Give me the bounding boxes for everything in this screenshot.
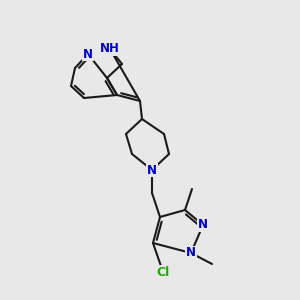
Text: Cl: Cl [156,266,170,278]
Text: NH: NH [100,43,120,56]
Text: N: N [147,164,157,176]
Text: N: N [83,47,93,61]
Text: N: N [186,247,196,260]
Text: N: N [198,218,208,232]
